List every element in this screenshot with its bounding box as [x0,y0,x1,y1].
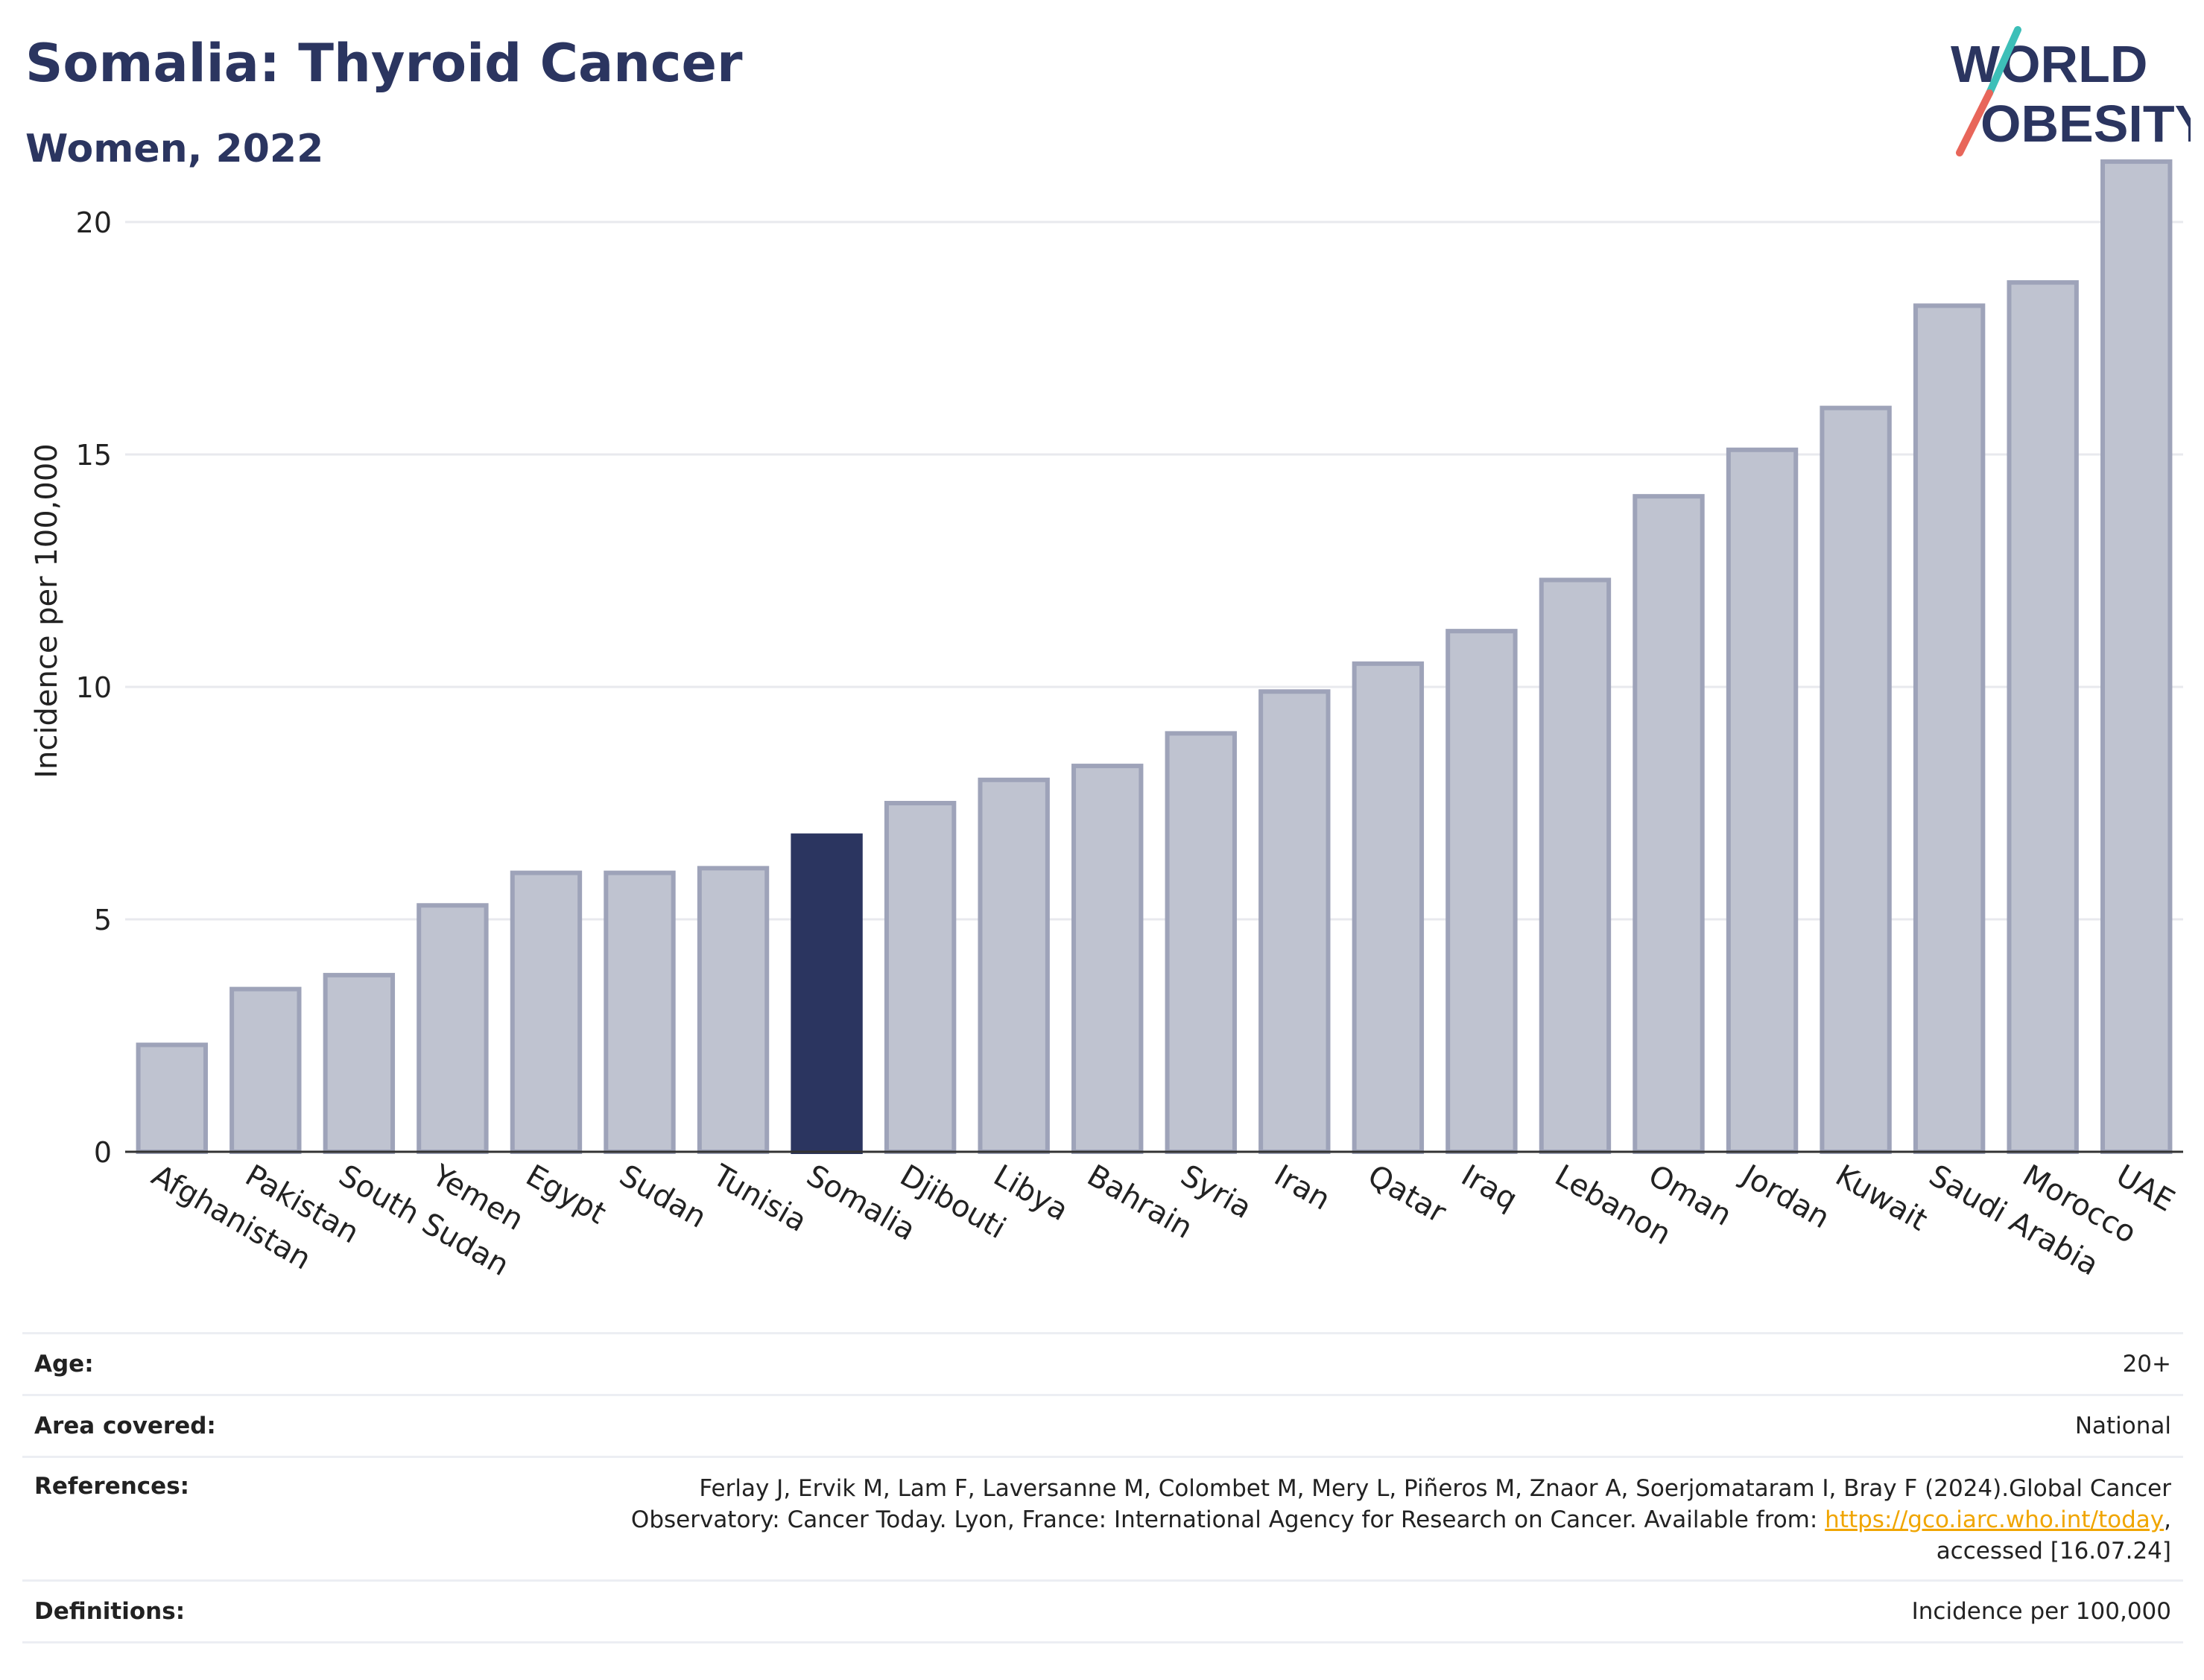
bar-sudan [604,870,676,1154]
references-value: Ferlay J, Ervik M, Lam F, Laversanne M, … [631,1473,2183,1567]
bar-tunisia [697,866,770,1154]
world-obesity-logo: WORLD OBESITY [1951,26,2191,156]
y-tick-label: 0 [94,1136,112,1169]
area-label: Area covered: [34,1413,216,1439]
references-label: References: [34,1473,190,1500]
bar-oman [1633,494,1705,1154]
bar-south-sudan [323,972,396,1154]
bar-bahrain [1071,764,1144,1154]
bar-uae [2100,159,2173,1154]
x-tick-label: Tunisia [706,1158,812,1239]
logo-line2: OBESITY [1980,95,2191,153]
info-row-references: References: Ferlay J, Ervik M, Lam F, La… [22,1456,2183,1579]
chart-title: Somalia: Thyroid Cancer [25,33,743,94]
bar-pakistan [229,986,302,1154]
references-line2-end: , [2164,1506,2171,1533]
reference-link[interactable]: https://gco.iarc.who.int/today [1825,1506,2165,1533]
area-value: National [2074,1413,2171,1439]
info-row-age: Age: 20+ [22,1332,2183,1394]
info-table: Age: 20+ Area covered: National Referenc… [22,1332,2183,1643]
x-tick-label: Iran [1268,1158,1336,1217]
x-tick-label: Egypt [520,1158,612,1232]
x-tick-label: Bahrain [1081,1158,1198,1246]
x-tick-label: Jordan [1734,1157,1835,1235]
x-tick-label: Iraq [1455,1158,1523,1217]
references-line2: Observatory: Cancer Today. Lyon, France:… [630,1506,1825,1533]
x-tick-label: Kuwait [1830,1158,1934,1238]
bar-afghanistan [136,1042,208,1154]
definitions-label: Definitions: [34,1598,186,1625]
info-row-definitions: Definitions: Incidence per 100,000 [22,1579,2183,1643]
y-axis-label: Incidence per 100,000 [30,443,64,779]
x-tick-label: Qatar [1362,1158,1452,1230]
logo-line1: WORLD [1951,35,2147,93]
references-line3: accessed [16.07.24] [1936,1538,2171,1565]
y-tick-label: 20 [76,206,112,239]
bar-saudi-arabia [1913,303,1986,1155]
bar-yemen [417,903,489,1155]
chart-subtitle: Women, 2022 [25,127,324,171]
logo-slash-bottom [1956,89,1993,156]
bar-egypt [510,870,583,1154]
y-tick-label: 5 [94,904,112,936]
x-tick-label: Sudan [614,1158,712,1235]
references-line1: Ferlay J, Ervik M, Lam F, Laversanne M, … [699,1475,2171,1502]
y-tick-label: 15 [76,439,112,472]
bar-iraq [1445,629,1518,1154]
age-value: 20+ [2122,1351,2171,1378]
bar-morocco [2007,280,2079,1154]
age-label: Age: [34,1351,94,1378]
info-row-area: Area covered: National [22,1394,2183,1456]
y-tick-label: 10 [76,671,112,704]
bar-qatar [1352,661,1425,1154]
bar-syria [1165,731,1237,1154]
bar-iran [1258,689,1331,1154]
bar-djibouti [884,801,957,1154]
definitions-value: Incidence per 100,000 [1911,1598,2171,1625]
y-tick-labels: 0 5 10 15 20 [76,206,112,1169]
bars [125,159,2183,1155]
bar-lebanon [1539,577,1612,1154]
bar-libya [978,777,1050,1155]
bar-somalia [791,833,863,1155]
bar-kuwait [1820,405,1892,1154]
logo-slash-top [1986,26,2021,97]
bar-jordan [1726,447,1799,1154]
